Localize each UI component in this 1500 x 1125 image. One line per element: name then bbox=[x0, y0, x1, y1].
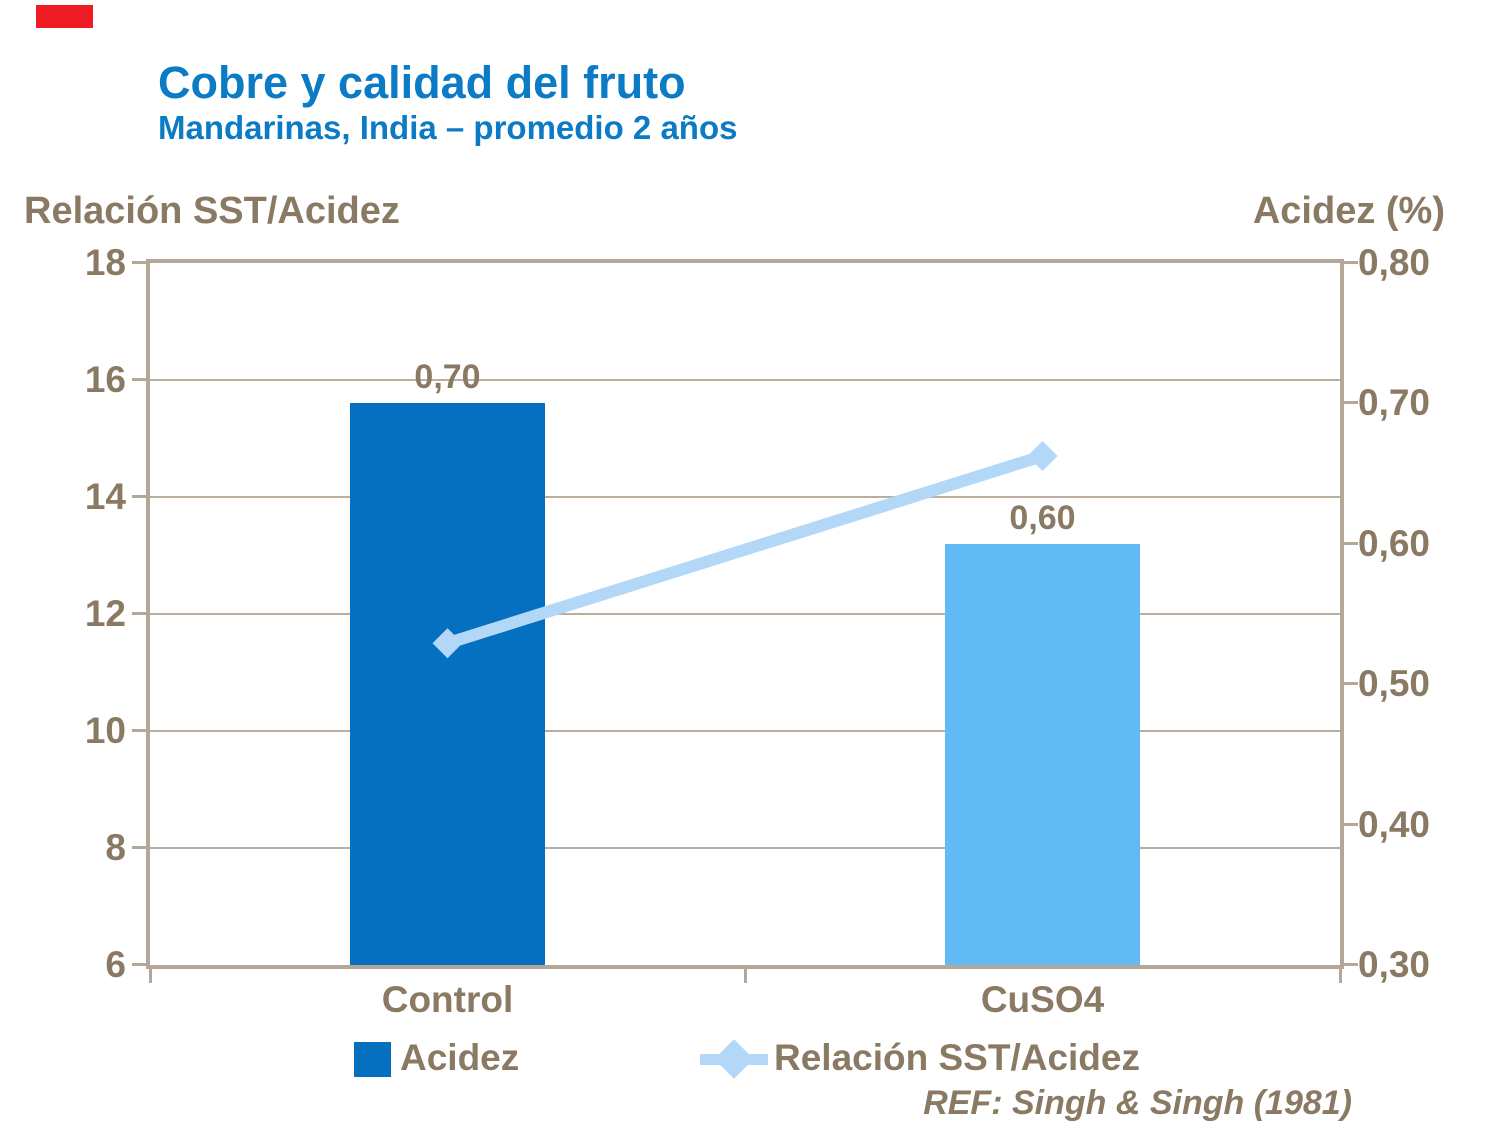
legend: Acidez Relación SST/Acidez bbox=[0, 1036, 1500, 1080]
left-axis-tick-label: 10 bbox=[84, 710, 126, 751]
category-label: Control bbox=[381, 979, 514, 1020]
right-axis-tick-label: 0,40 bbox=[1358, 803, 1431, 845]
left-axis-tick bbox=[132, 963, 146, 966]
left-axis-tick-label: 12 bbox=[84, 593, 126, 634]
right-axis-tick bbox=[1344, 682, 1358, 686]
left-axis-tick bbox=[132, 612, 146, 615]
plot-border bbox=[146, 259, 1344, 969]
left-axis-title: Relación SST/Acidez bbox=[24, 190, 400, 232]
reference-note: REF: Singh & Singh (1981) bbox=[923, 1084, 1352, 1122]
legend-label-acidez: Acidez bbox=[400, 1037, 520, 1078]
red-accent-bar bbox=[36, 5, 93, 28]
gridline bbox=[150, 379, 1340, 381]
right-axis-tick-label: 0,80 bbox=[1358, 242, 1431, 283]
bar-data-label: 0,60 bbox=[1009, 498, 1076, 537]
category-label: CuSO4 bbox=[980, 979, 1105, 1020]
diamond-marker bbox=[1027, 441, 1058, 472]
right-axis-tick-label: 0,50 bbox=[1358, 663, 1431, 705]
diamond-marker bbox=[432, 628, 463, 659]
x-axis-tick bbox=[148, 969, 152, 983]
left-axis-tick-label: 8 bbox=[105, 827, 126, 868]
x-axis-tick bbox=[1338, 969, 1342, 983]
right-axis-tick bbox=[1344, 963, 1358, 966]
left-axis-tick-label: 16 bbox=[84, 359, 126, 400]
right-axis-title: Acidez (%) bbox=[1252, 190, 1445, 232]
right-axis-tick bbox=[1344, 822, 1358, 826]
chart-subtitle: Mandarinas, India – promedio 2 años bbox=[158, 109, 738, 146]
gridline bbox=[150, 730, 1340, 732]
right-axis-tick-label: 0,70 bbox=[1358, 382, 1431, 424]
bar-cuso4 bbox=[945, 543, 1140, 965]
left-axis-tick bbox=[132, 495, 146, 498]
x-axis-tick bbox=[743, 969, 747, 983]
left-axis-tick-label: 18 bbox=[84, 242, 126, 283]
plot-area: 18 16 14 12 10 8 6 0,80 0,70 0,60 0,50 0,40 0,30 Cont… bbox=[85, 243, 1430, 1021]
right-axis-tick bbox=[1344, 401, 1358, 405]
line-series-stroke bbox=[445, 450, 1045, 649]
right-axis-tick bbox=[1344, 261, 1358, 264]
left-axis-tick-label: 14 bbox=[84, 476, 126, 517]
right-axis-tick-label: 0,60 bbox=[1358, 522, 1431, 564]
gridline bbox=[150, 847, 1340, 849]
left-axis-tick bbox=[132, 846, 146, 849]
line-series bbox=[432, 441, 1058, 659]
gridline bbox=[150, 496, 1340, 498]
bar-control bbox=[350, 403, 545, 965]
right-axis-tick bbox=[1344, 541, 1358, 545]
legend-line-diamond-icon bbox=[700, 1039, 768, 1079]
left-axis-tick-label: 6 bbox=[105, 944, 126, 985]
bar-data-label: 0,70 bbox=[414, 358, 481, 397]
left-axis-tick bbox=[132, 729, 146, 732]
gridline bbox=[150, 613, 1340, 615]
legend-bar-swatch-icon bbox=[354, 1042, 391, 1077]
right-axis-tick-label: 0,30 bbox=[1358, 944, 1431, 985]
left-axis-tick bbox=[132, 261, 146, 264]
chart-title: Cobre y calidad del fruto bbox=[158, 57, 686, 108]
legend-label-relacion: Relación SST/Acidez bbox=[774, 1037, 1140, 1078]
left-axis-tick bbox=[132, 378, 146, 381]
legend-diamond bbox=[714, 1039, 754, 1079]
